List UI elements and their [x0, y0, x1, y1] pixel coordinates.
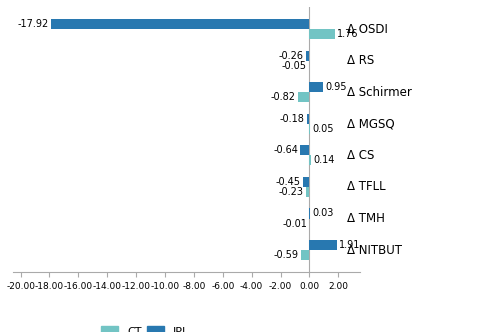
Text: 0.03: 0.03: [312, 208, 334, 218]
Text: -0.45: -0.45: [276, 177, 301, 187]
Text: 1.91: 1.91: [339, 240, 360, 250]
Text: Δ NITBUT: Δ NITBUT: [347, 244, 402, 257]
Text: -0.59: -0.59: [274, 250, 299, 260]
Bar: [308, 61, 310, 71]
Bar: [310, 240, 337, 250]
Bar: [303, 177, 310, 187]
Bar: [306, 187, 310, 197]
Text: Δ MGSQ: Δ MGSQ: [347, 117, 395, 130]
Bar: [298, 92, 310, 102]
Text: Δ OSDI: Δ OSDI: [347, 23, 388, 36]
Text: -0.05: -0.05: [282, 61, 306, 71]
Text: 0.14: 0.14: [314, 155, 335, 165]
Bar: [300, 145, 310, 155]
Text: -0.23: -0.23: [279, 187, 304, 197]
Text: Δ CS: Δ CS: [347, 149, 374, 162]
Bar: [306, 50, 310, 61]
Bar: [310, 155, 312, 165]
Bar: [301, 250, 310, 260]
Text: -0.26: -0.26: [278, 50, 303, 61]
Bar: [310, 29, 335, 39]
Text: 0.95: 0.95: [326, 82, 347, 92]
Bar: [307, 114, 310, 124]
Text: -0.64: -0.64: [273, 145, 298, 155]
Text: 0.05: 0.05: [312, 124, 334, 134]
Text: -0.82: -0.82: [270, 92, 295, 102]
Text: Δ Schirmer: Δ Schirmer: [347, 86, 412, 99]
Legend: CT, IPL: CT, IPL: [97, 321, 193, 332]
Text: -17.92: -17.92: [17, 19, 48, 29]
Bar: [50, 19, 310, 29]
Text: Δ TMH: Δ TMH: [347, 212, 385, 225]
Bar: [310, 82, 323, 92]
Text: Δ TFLL: Δ TFLL: [347, 181, 386, 194]
Text: -0.18: -0.18: [280, 114, 304, 124]
Text: 1.76: 1.76: [337, 29, 358, 39]
Text: -0.01: -0.01: [282, 218, 307, 228]
Text: Δ RS: Δ RS: [347, 54, 374, 67]
